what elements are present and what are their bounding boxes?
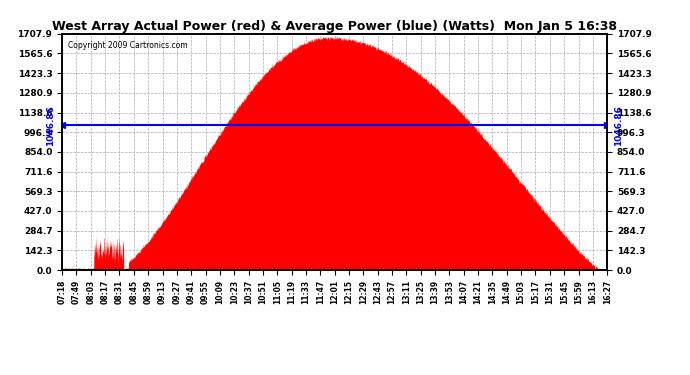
Title: West Array Actual Power (red) & Average Power (blue) (Watts)  Mon Jan 5 16:38: West Array Actual Power (red) & Average … xyxy=(52,20,617,33)
Text: 1046.86: 1046.86 xyxy=(46,105,55,146)
Text: 1046.86: 1046.86 xyxy=(614,105,623,146)
Text: Copyright 2009 Cartronics.com: Copyright 2009 Cartronics.com xyxy=(68,41,187,50)
